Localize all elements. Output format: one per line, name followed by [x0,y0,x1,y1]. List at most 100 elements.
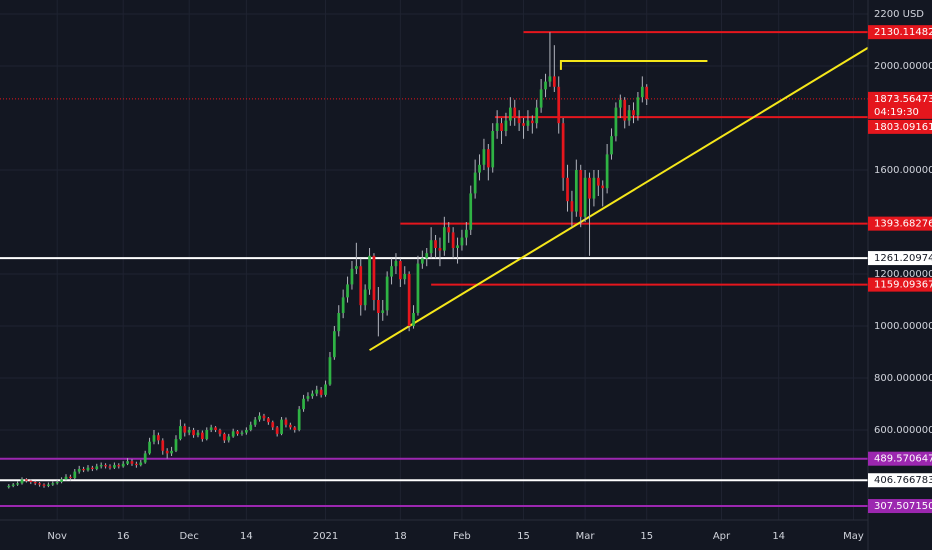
candle-body [288,424,292,428]
candle-body [82,468,85,471]
candle-body [121,463,125,467]
candle-body [11,484,15,486]
candle-body [29,480,33,482]
candle-body [632,110,635,116]
candle-body [108,466,112,468]
candle-body [293,427,297,430]
candle-body [47,484,50,486]
candle-body [223,433,226,441]
level-label-box [868,473,932,488]
candle-body [20,479,24,484]
candle-body [69,476,72,479]
candle-body [491,130,495,168]
candle-body [196,432,200,436]
candle-body [253,419,257,425]
candle-body [390,266,393,277]
candle-body [240,432,244,434]
candle-body [86,467,90,471]
candle-body [117,465,121,467]
level-label: 1803.091613 [874,122,932,133]
level-label: 489.570647 [874,454,932,465]
trend-line [559,60,708,70]
candle-body [152,435,156,442]
candle-body [183,426,187,433]
candle-body [315,389,319,394]
candle-body [416,263,420,313]
candle-body [258,415,261,420]
x-tick-label: Nov [47,531,67,542]
candle-body [113,465,116,468]
candle-body [205,429,209,440]
candle-body [73,471,77,479]
candle-body [7,485,11,488]
candle-body [412,312,415,326]
candle-body [126,461,129,464]
candle-body [517,117,521,124]
candle-body [227,436,231,441]
candle-body [341,297,345,313]
candle-body [425,253,429,259]
candle-body [407,273,411,326]
y-tick-label: 1600.000000 [874,165,932,176]
candle-body [170,450,173,454]
candle-body [451,232,455,248]
candle-body [354,266,358,269]
candle-body [236,431,239,434]
level-label: 307.507150 [874,501,932,512]
candle-body [245,429,248,433]
candle-body [552,76,556,87]
y-tick-label: 1000.000000 [874,321,932,332]
candle-body [588,177,591,199]
candle-body [394,260,398,267]
candle-body [25,479,28,481]
candle-body [271,422,275,428]
candle-body [447,227,451,233]
level-label: 1159.093670 [874,280,932,291]
y-tick-label: 2000.000000 [874,61,932,72]
candle-body [148,441,151,454]
countdown-label: 04:19:30 [874,107,919,118]
candle-body [42,484,46,486]
y-tick-label: 600.000000 [874,425,932,436]
candle-body [592,177,596,199]
candle-body [495,123,499,131]
candle-body [95,466,99,469]
candle-body [275,427,279,434]
candle-body [179,426,182,440]
candle-body [55,481,59,484]
candle-body [530,120,534,124]
candle-body [627,110,631,121]
candle-body [319,389,323,395]
level-label-box [868,119,932,134]
candle-body [464,229,468,238]
candle-body [508,107,512,121]
candle-body [513,107,517,118]
candle-body [209,427,213,430]
candle-body [337,312,341,332]
candle-body [403,273,407,280]
candle-body [561,123,565,178]
candle-body [38,483,41,485]
candle-body [566,177,569,202]
candle-body [570,201,574,212]
level-label-box [868,499,932,514]
x-tick-label: Apr [713,531,731,542]
candle-body [610,136,613,155]
candle-body [429,240,433,254]
level-label: 2130.114822 [874,27,932,38]
candle-body [478,164,481,173]
candle-body [469,193,473,230]
level-label-box [868,216,932,231]
candle-body [99,465,103,467]
candle-body [381,310,385,313]
candle-body [372,255,376,300]
current-price-box [868,91,932,119]
candle-body [306,396,310,399]
candle-body [544,81,547,90]
candle-body [473,172,477,194]
level-label-box [868,25,932,40]
candle-body [324,384,327,395]
y-tick-label: 800.000000 [874,373,932,384]
candle-body [486,149,490,168]
